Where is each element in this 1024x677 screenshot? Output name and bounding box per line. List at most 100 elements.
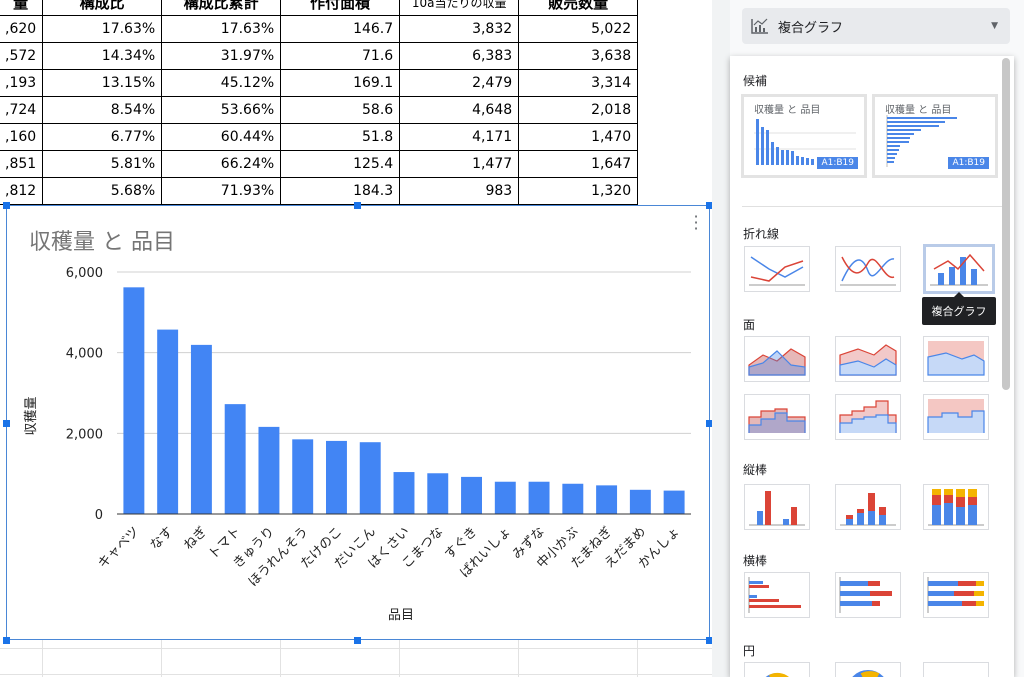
table-cell[interactable]: ,572 [0, 42, 44, 70]
table-cell[interactable]: 3,314 [518, 69, 639, 97]
smooth-line-chart-option[interactable] [835, 246, 901, 292]
table-cell[interactable]: ,724 [0, 96, 44, 124]
table-cell[interactable]: 8.54% [42, 96, 163, 124]
table-cell[interactable]: 60.44% [161, 123, 282, 151]
table-cell[interactable]: 71.6 [280, 42, 401, 70]
resize-handle-sw[interactable] [3, 637, 10, 644]
stacked-column-chart-option[interactable] [835, 484, 901, 530]
header-cell[interactable]: 量 [0, 0, 44, 16]
header-cell[interactable]: 構成比 [42, 0, 163, 16]
table-cell[interactable]: 2,479 [399, 69, 520, 97]
bar[interactable] [427, 473, 449, 514]
3d-pie-chart-option[interactable] [923, 662, 989, 677]
chart-type-dropdown[interactable]: 候補 収穫量 と 品目 A1:B19 収穫量 と 品目 [730, 56, 1014, 677]
header-cell[interactable]: 構成比累計 [161, 0, 282, 16]
stacked-bar-chart-option[interactable] [835, 572, 901, 618]
bar[interactable] [359, 442, 381, 514]
stacked-area-chart-option[interactable] [835, 336, 901, 382]
resize-handle-nw[interactable] [3, 202, 10, 209]
100-stacked-column-chart-option[interactable] [923, 484, 989, 530]
table-cell[interactable]: 146.7 [280, 15, 401, 43]
table-cell[interactable]: 6,383 [399, 42, 520, 70]
table-cell[interactable]: ,193 [0, 69, 44, 97]
bar[interactable] [663, 490, 685, 514]
100-stacked-stepped-area-chart-option[interactable] [923, 394, 989, 440]
table-cell[interactable]: 5.81% [42, 150, 163, 178]
table-cell[interactable]: 184.3 [280, 177, 401, 205]
resize-handle-e[interactable] [706, 420, 713, 427]
more-vert-icon[interactable]: · · · [693, 207, 699, 238]
bar[interactable] [562, 483, 584, 514]
bar-chart-option[interactable] [744, 572, 810, 618]
table-cell[interactable]: 1,647 [518, 150, 639, 178]
table-cell[interactable]: 66.24% [161, 150, 282, 178]
column-chart-option[interactable] [744, 484, 810, 530]
table-cell[interactable]: 17.63% [42, 15, 163, 43]
table-cell[interactable]: 58.6 [280, 96, 401, 124]
100-stacked-area-chart-option[interactable] [923, 336, 989, 382]
bar[interactable] [258, 426, 280, 514]
header-cell[interactable]: 作付面積 [280, 0, 401, 16]
table-cell[interactable]: ,620 [0, 15, 44, 43]
table-cell[interactable]: 5,022 [518, 15, 639, 43]
header-cell[interactable]: 10a当たりの収量 [399, 0, 520, 16]
bar[interactable] [190, 344, 212, 514]
table-cell[interactable]: 14.34% [42, 42, 163, 70]
area-chart-option[interactable] [744, 336, 810, 382]
bar[interactable] [123, 287, 145, 514]
table-cell[interactable]: 4,171 [399, 123, 520, 151]
table-cell[interactable]: 169.1 [280, 69, 401, 97]
combo-chart-option[interactable] [923, 244, 995, 294]
stacked-stepped-area-chart-option[interactable] [835, 394, 901, 440]
stepped-area-chart-option[interactable] [744, 394, 810, 440]
pie-chart-option[interactable] [744, 662, 810, 677]
resize-handle-se[interactable] [706, 637, 713, 644]
table-cell[interactable]: 6.77% [42, 123, 163, 151]
resize-handle-s[interactable] [354, 637, 361, 644]
table-cell[interactable]: 71.93% [161, 177, 282, 205]
100-stacked-bar-chart-option[interactable] [923, 572, 989, 618]
embedded-chart[interactable]: 収穫量 と 品目 · · · 0 2,000 4,000 6,000 キャベツ なす ねぎ トマ… [6, 205, 710, 640]
table-cell[interactable]: 1,320 [518, 177, 639, 205]
table-cell[interactable]: 2,018 [518, 96, 639, 124]
suggestion-bar-chart[interactable]: 収穫量 と 品目 A1:B19 [872, 94, 998, 178]
header-cell[interactable]: 販売数量 [518, 0, 639, 16]
table-cell[interactable]: 125.4 [280, 150, 401, 178]
bar[interactable] [494, 481, 516, 514]
bar[interactable] [461, 476, 482, 514]
table-cell[interactable]: ,812 [0, 177, 44, 205]
chart-type-select[interactable]: 複合グラフ ▼ [742, 8, 1010, 44]
bar[interactable] [596, 485, 618, 514]
bar[interactable] [629, 489, 651, 514]
data-table[interactable]: 量 構成比 構成比累計 作付面積 10a当たりの収量 販売数量 ,620 17.… [0, 0, 639, 205]
table-cell[interactable]: 4,648 [399, 96, 520, 124]
dropdown-scrollbar[interactable] [1002, 58, 1010, 390]
table-cell[interactable]: ,160 [0, 123, 44, 151]
bar[interactable] [224, 404, 246, 514]
table-cell[interactable]: 45.12% [161, 69, 282, 97]
table-cell[interactable]: 13.15% [42, 69, 163, 97]
table-cell[interactable]: 983 [399, 177, 520, 205]
table-cell[interactable]: ,851 [0, 150, 44, 178]
donut-chart-option[interactable] [835, 662, 901, 677]
chart-title[interactable]: 収穫量 と 品目 [29, 230, 175, 255]
resize-handle-ne[interactable] [706, 202, 713, 209]
bar[interactable] [528, 481, 550, 514]
table-cell[interactable]: 1,477 [399, 150, 520, 178]
table-cell[interactable]: 31.97% [161, 42, 282, 70]
bar[interactable] [393, 472, 415, 514]
table-cell[interactable]: 53.66% [161, 96, 282, 124]
table-cell[interactable]: 51.8 [280, 123, 401, 151]
table-cell[interactable]: 1,470 [518, 123, 639, 151]
line-chart-option[interactable] [744, 246, 810, 292]
table-cell[interactable]: 17.63% [161, 15, 282, 43]
resize-handle-w[interactable] [3, 420, 10, 427]
bar[interactable] [157, 329, 179, 514]
resize-handle-n[interactable] [354, 202, 361, 209]
bar[interactable] [326, 440, 347, 514]
table-cell[interactable]: 3,832 [399, 15, 520, 43]
suggestion-column-chart[interactable]: 収穫量 と 品目 A1:B19 [741, 94, 867, 178]
table-cell[interactable]: 5.68% [42, 177, 163, 205]
bar[interactable] [292, 439, 314, 514]
table-cell[interactable]: 3,638 [518, 42, 639, 70]
